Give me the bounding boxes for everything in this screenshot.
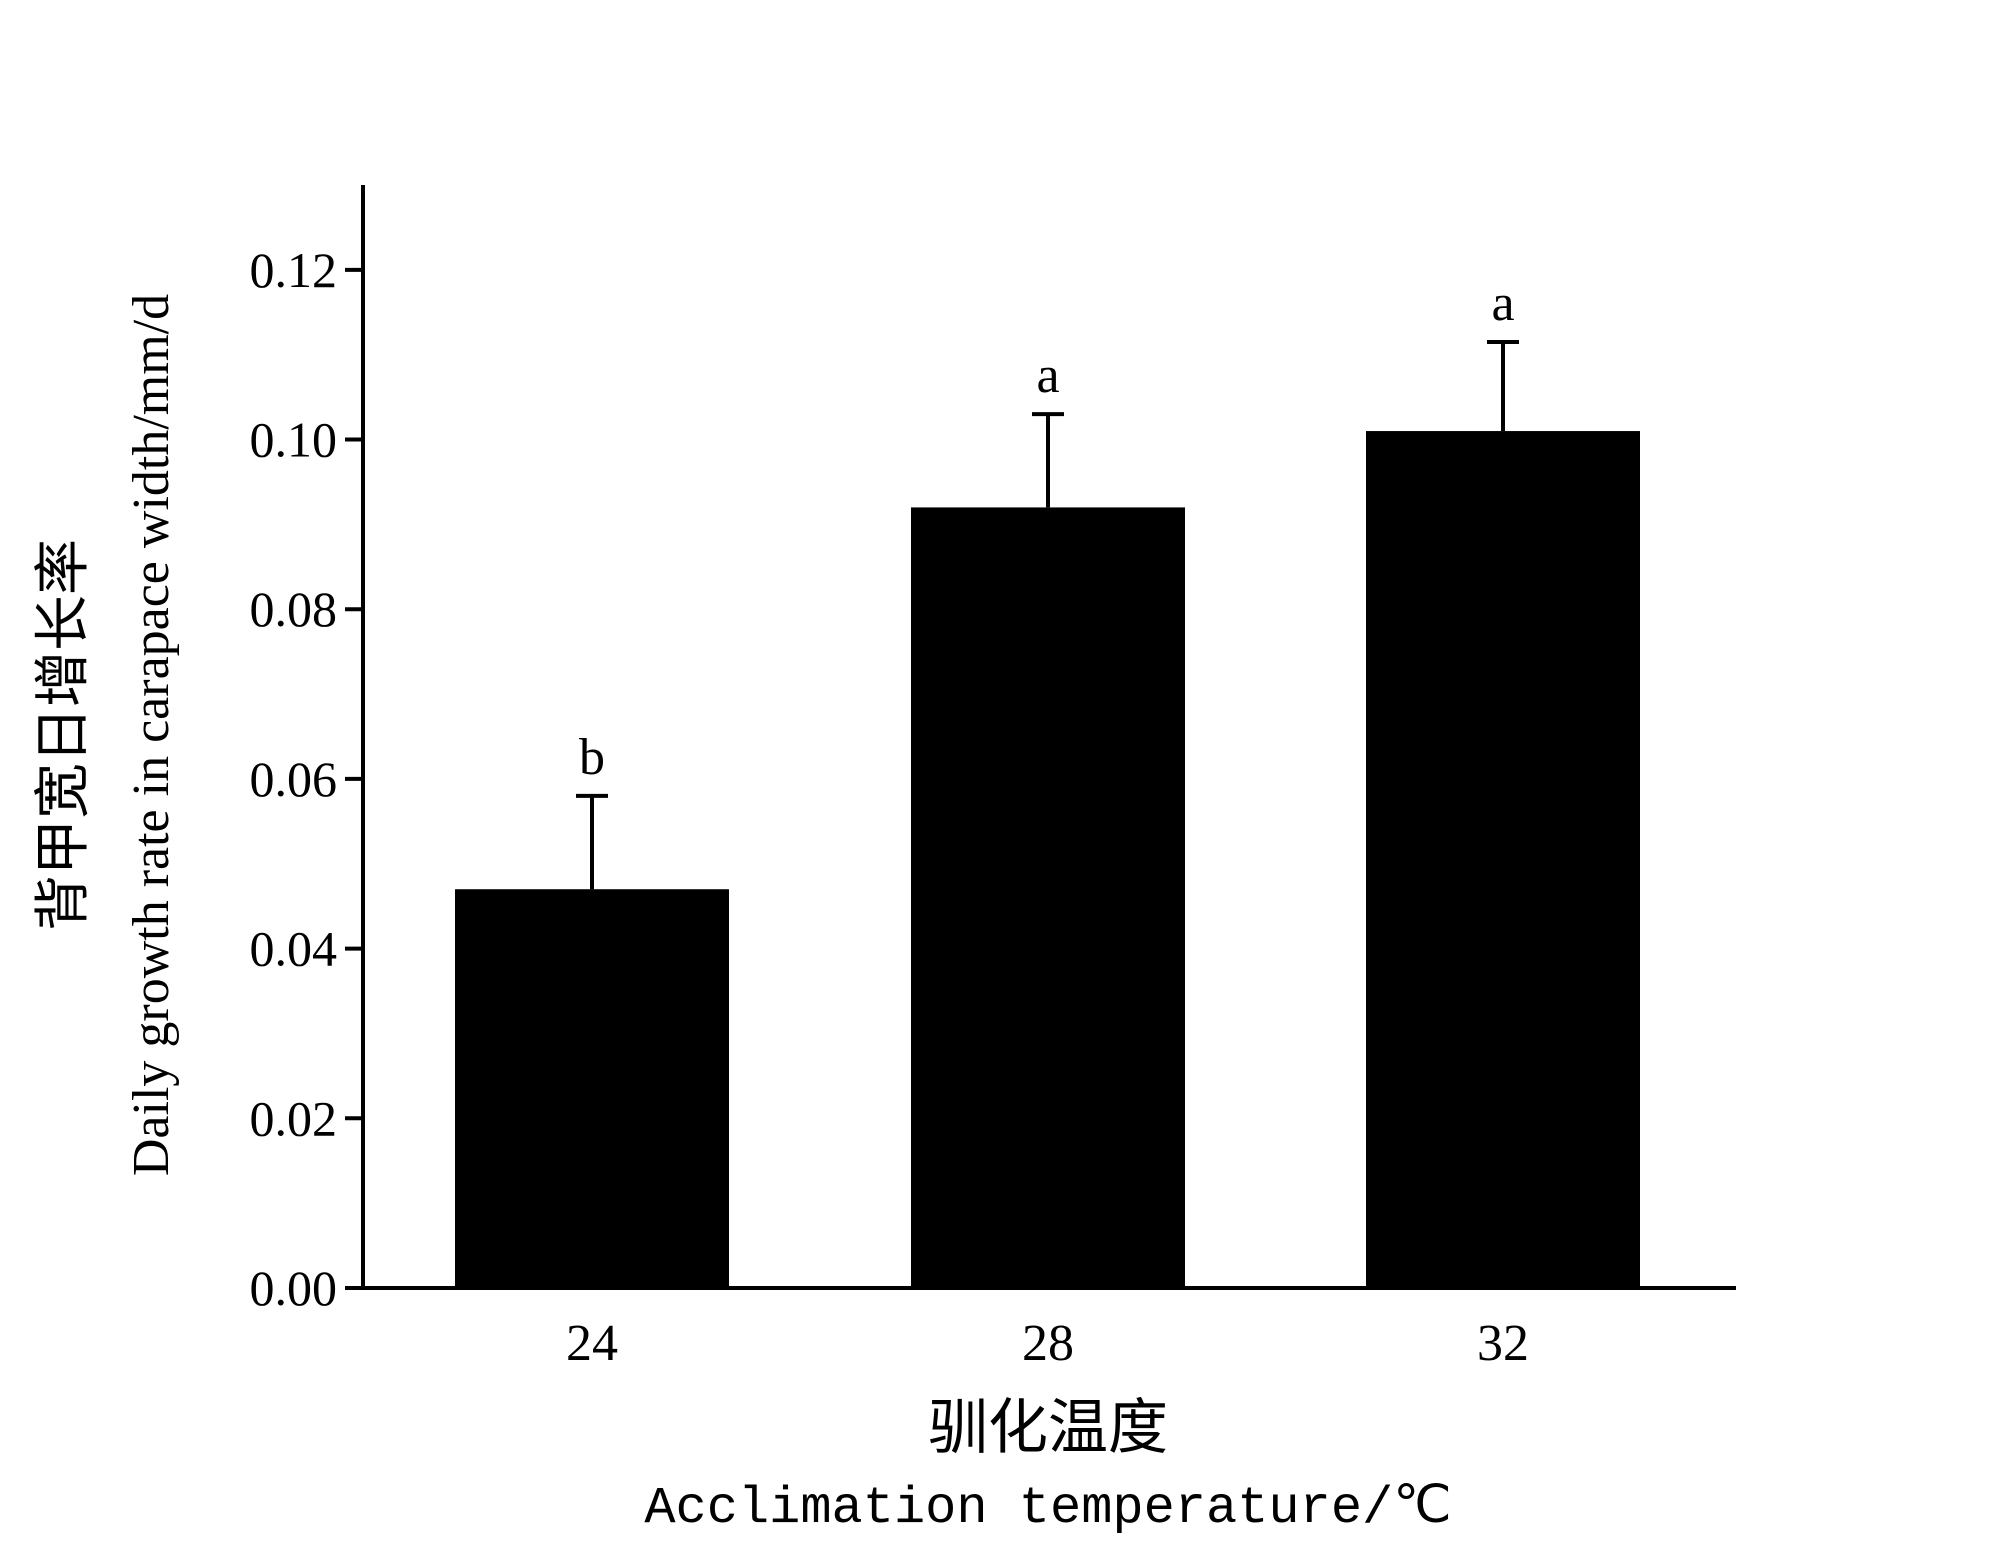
bar-24 (455, 889, 729, 1288)
ticks-layer: 0.00 0.02 0.04 0.06 0.08 0.10 0.12 (250, 242, 363, 1316)
y-tick-label: 0.10 (250, 412, 338, 468)
axes-layer (361, 185, 1736, 1290)
bar-28 (911, 507, 1185, 1288)
bars-layer: b 24 a 28 a 32 (455, 275, 1640, 1372)
significance-label-32: a (1491, 275, 1514, 332)
significance-label-24: b (579, 729, 605, 786)
x-axis-title-chinese: 驯化温度 (928, 1393, 1168, 1463)
x-axis-title-english: Acclimation temperature/℃ (644, 1479, 1451, 1538)
y-tick-label: 0.02 (250, 1090, 338, 1146)
x-tick-label-32: 32 (1477, 1315, 1529, 1372)
labels-layer: 驯化温度 Acclimation temperature/℃ Daily gro… (31, 294, 1452, 1538)
y-tick-label: 0.00 (250, 1260, 338, 1316)
significance-label-28: a (1036, 347, 1059, 404)
y-axis-title-english: Daily growth rate in carapace width/mm/d (123, 294, 180, 1176)
x-tick-label-24: 24 (566, 1315, 618, 1372)
y-axis-title-chinese: 背甲宽日增长率 (31, 539, 96, 931)
y-tick-label: 0.08 (250, 581, 338, 637)
x-tick-label-28: 28 (1022, 1315, 1074, 1372)
bar-32 (1366, 431, 1640, 1288)
y-tick-label: 0.04 (250, 921, 338, 977)
y-tick-label: 0.12 (250, 242, 338, 298)
y-tick-label: 0.06 (250, 751, 338, 807)
